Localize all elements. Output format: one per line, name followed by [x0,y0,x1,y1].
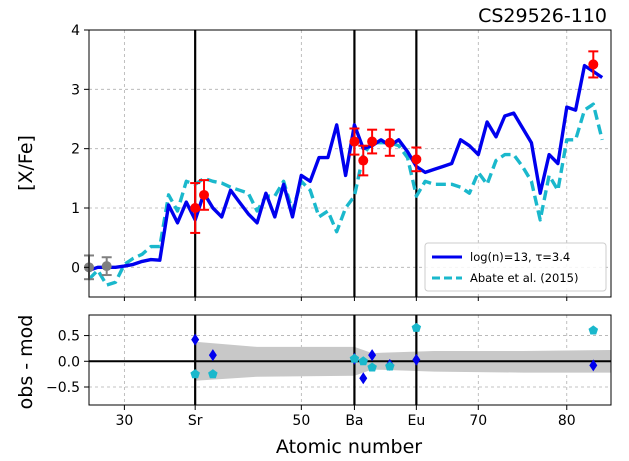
x-tick-label: Ba [345,413,363,429]
bottom-ylabel: obs - mod [15,315,37,410]
y-tick-label: 2 [71,142,80,158]
residual-pentagon-point [208,369,218,379]
y-tick-label: 0.0 [58,354,80,370]
red-obs-point [349,136,360,147]
top-frame [88,29,612,298]
x-axis-label: Atomic number [276,436,422,458]
residual-diamond-point [208,349,217,362]
legend-label-abate: Abate et al. (2015) [470,271,579,285]
residual-pentagon-point [358,356,368,366]
residual-pentagon-point [385,361,395,371]
red-obs-point [199,189,210,200]
red-obs-point [588,59,599,70]
chart-title: CS29526-110 [478,5,607,27]
legend: log(n)=13, τ=3.4 Abate et al. (2015) [424,242,607,292]
residual-pentagon-point [411,322,422,332]
y-tick-label: 0 [71,260,80,276]
y-tick-label: −0.5 [46,380,80,396]
red-obs-point [358,155,369,166]
series-group [89,63,604,287]
residual-diamond-point [368,349,377,362]
top-panel: 0 1 2 3 4 [71,23,612,301]
y-tick-label: 0.5 [58,329,80,345]
x-tick-label: Sr [188,413,203,429]
x-tick-label: 70 [469,413,487,429]
x-tick-label: 50 [292,413,310,429]
red-obs-point [411,154,422,165]
x-tick-label: Eu [407,413,425,429]
residual-diamond-point [359,372,368,385]
model-series-line [89,63,604,272]
residual-pentagon-point [367,362,377,372]
top-ylabel: [X/Fe] [15,135,37,191]
residual-pentagon-point [349,353,360,363]
residual-diamond-point [589,359,598,372]
y-tick-label: 3 [71,82,80,98]
x-tick-label: 80 [558,413,576,429]
residual-pentagon-point [190,369,200,379]
gray-obs-point [101,261,112,272]
red-obs-point [190,203,201,213]
y-tick-label: 1 [71,201,80,217]
red-obs-point [384,137,395,148]
legend-box [424,242,607,292]
bottom-frame [88,314,612,406]
bottom-panel: 0.5 0.0 −0.5 30 Sr 50 Ba Eu 70 80 [46,314,612,429]
x-tick-label: 30 [115,413,133,429]
y-tick-label: 4 [71,23,80,39]
legend-label-model: log(n)=13, τ=3.4 [470,250,570,264]
red-obs-point [367,136,378,147]
residual-diamond-point [191,333,200,346]
abate-series-line [89,102,604,287]
residual-diamond-point [412,353,421,366]
residual-pentagon-point [588,325,599,335]
